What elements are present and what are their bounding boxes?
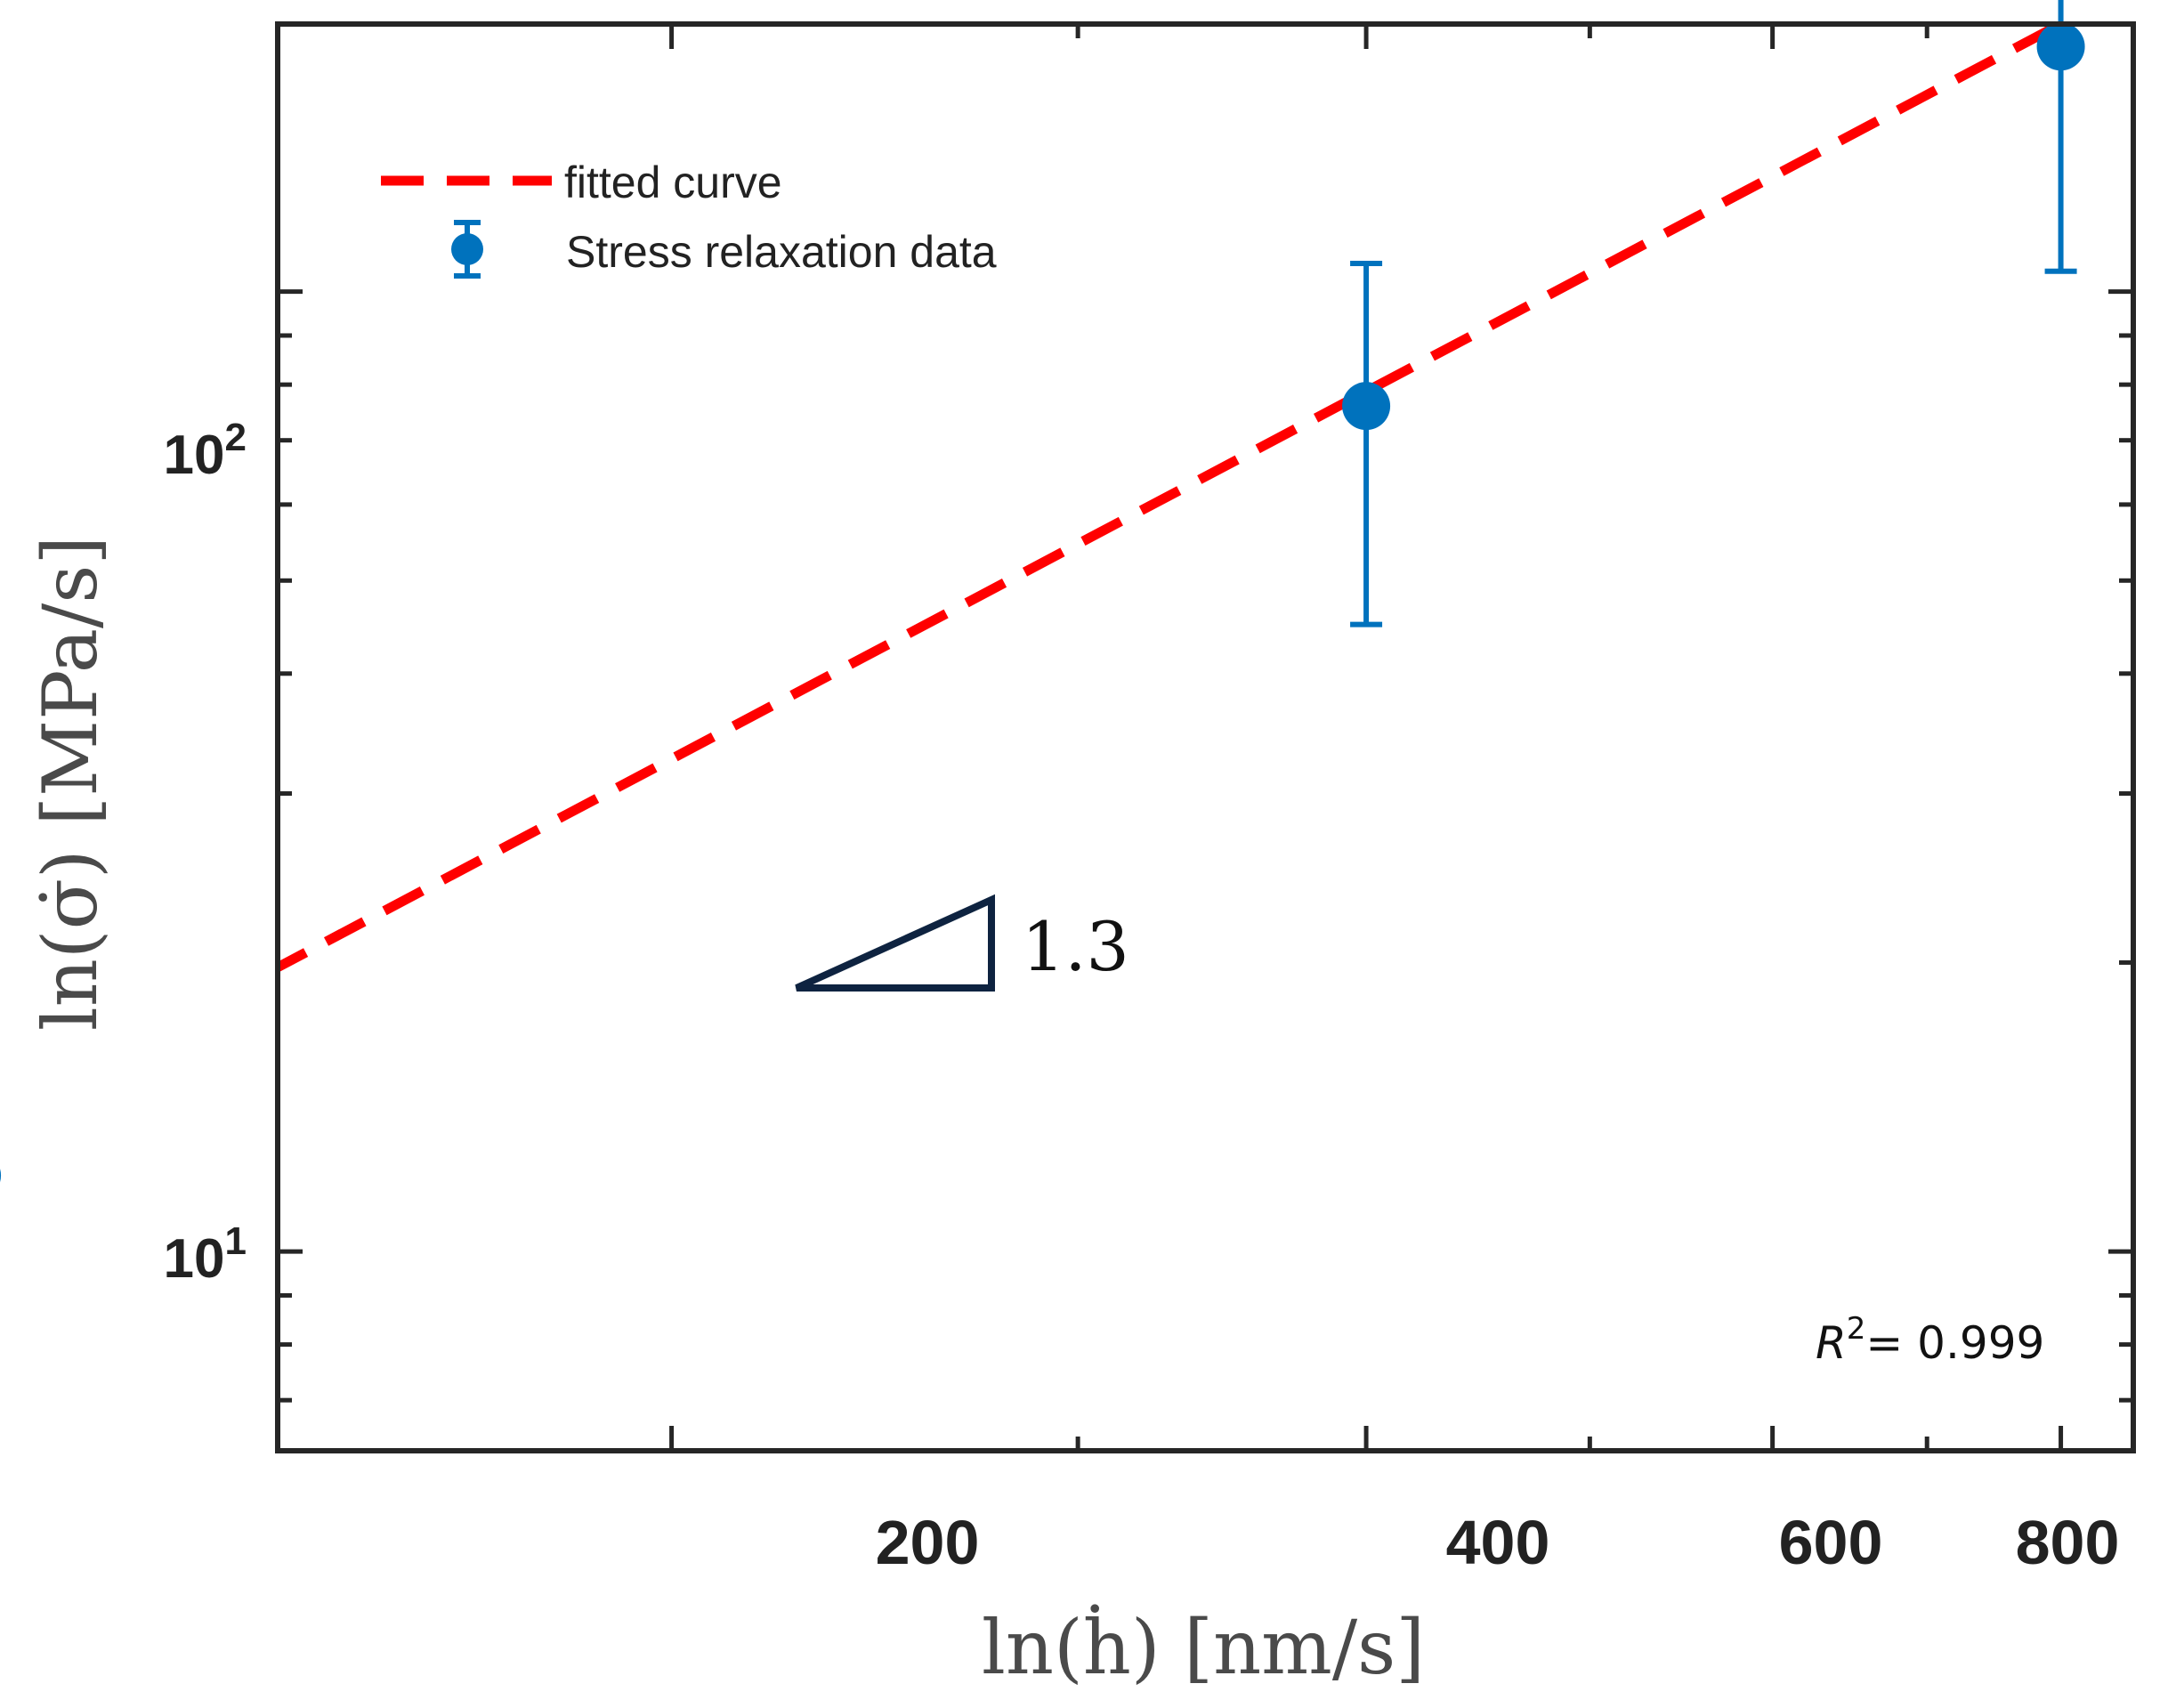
x-tick-label-800: 800: [2016, 1508, 2120, 1577]
y-tick-label-10: 101: [164, 1219, 247, 1290]
x-tick-label-600: 600: [1779, 1508, 1883, 1577]
data-point: [2036, 22, 2085, 71]
r2-annotation: R2= 0.999: [1816, 1311, 2044, 1369]
data-point: [0, 1169, 2, 1183]
data-point: [1342, 382, 1391, 431]
slope-label: 1.3: [1022, 907, 1129, 986]
y-axis-label: ln(σ̇) [MPa/s]: [27, 536, 114, 1031]
x-tick-label-200: 200: [876, 1508, 980, 1577]
data-layer: [0, 0, 2085, 1183]
y-tick-label-100: 102: [164, 416, 247, 486]
legend-data-label: Stress relaxation data: [566, 227, 997, 277]
legend: fitted curve Stress relaxation data: [381, 158, 997, 279]
plot-frame: [275, 21, 2136, 1453]
minor-ticks: [278, 24, 2133, 1451]
slope-triangle: [795, 894, 995, 992]
legend-data-swatch: [451, 220, 483, 279]
x-axis-label: ln(ḣ) [nm/s]: [982, 1604, 1425, 1691]
legend-fit-label: fitted curve: [564, 158, 782, 207]
x-tick-label-400: 400: [1446, 1508, 1550, 1577]
